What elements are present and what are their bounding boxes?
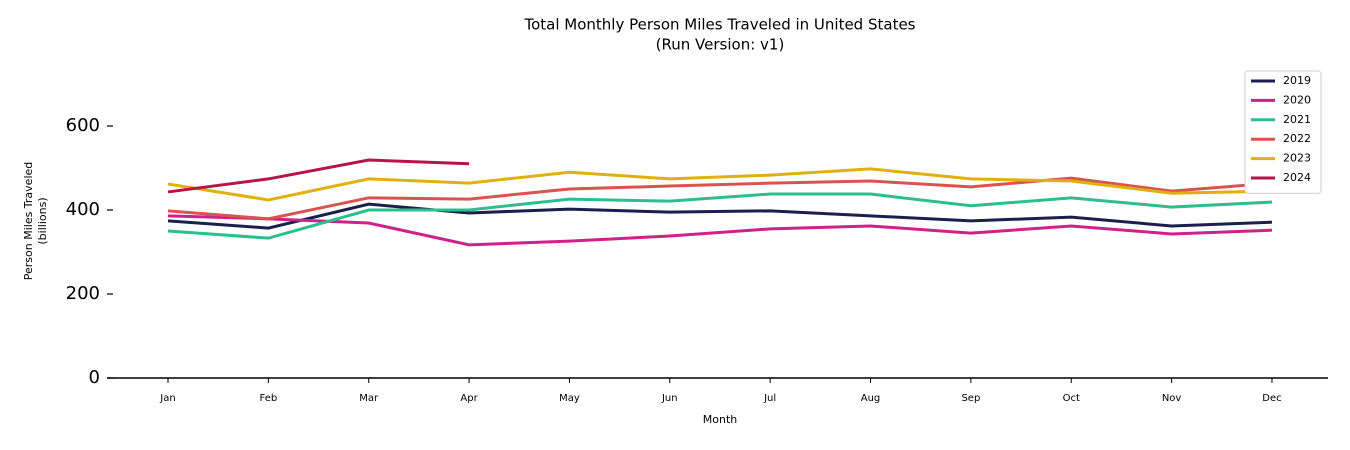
x-tick-label: Apr [460,393,478,404]
x-tick-label: Oct [1063,393,1080,404]
legend-label: 2021 [1283,113,1311,126]
x-tick-label: Jan [159,393,175,404]
legend-label: 2023 [1283,152,1311,165]
legend-label: 2020 [1283,93,1311,106]
series-line [167,167,1272,202]
y-tick-label: 600 [66,115,100,136]
y-tick-label: 200 [66,283,100,304]
x-tick-label: Nov [1162,393,1182,404]
x-tick-label: Sep [961,393,980,404]
y-axis-label: Person Miles Traveled [22,162,35,281]
x-axis-label: Month [703,413,738,426]
legend-label: 2022 [1283,132,1311,145]
series-line [167,202,1273,230]
x-tick-label: Feb [260,393,278,404]
chart-subtitle: (Run Version: v1) [656,36,785,54]
y-tick-label: 0 [89,367,100,388]
legend-label: 2019 [1283,74,1311,87]
x-tick-label: Dec [1262,393,1281,404]
chart-title: Total Monthly Person Miles Traveled in U… [523,16,915,34]
x-tick-label: Jun [661,393,678,404]
x-tick-label: Jul [763,393,776,404]
x-tick-label: Mar [359,393,379,404]
series-line [167,158,470,194]
series-line [167,192,1273,240]
x-tick-label: May [559,393,580,404]
y-axis-unit: (billions) [36,197,49,244]
x-tick-label: Aug [861,393,881,404]
legend-label: 2024 [1283,171,1311,184]
series-line [167,214,1273,247]
y-tick-label: 400 [66,199,100,220]
series-line [167,176,1273,221]
